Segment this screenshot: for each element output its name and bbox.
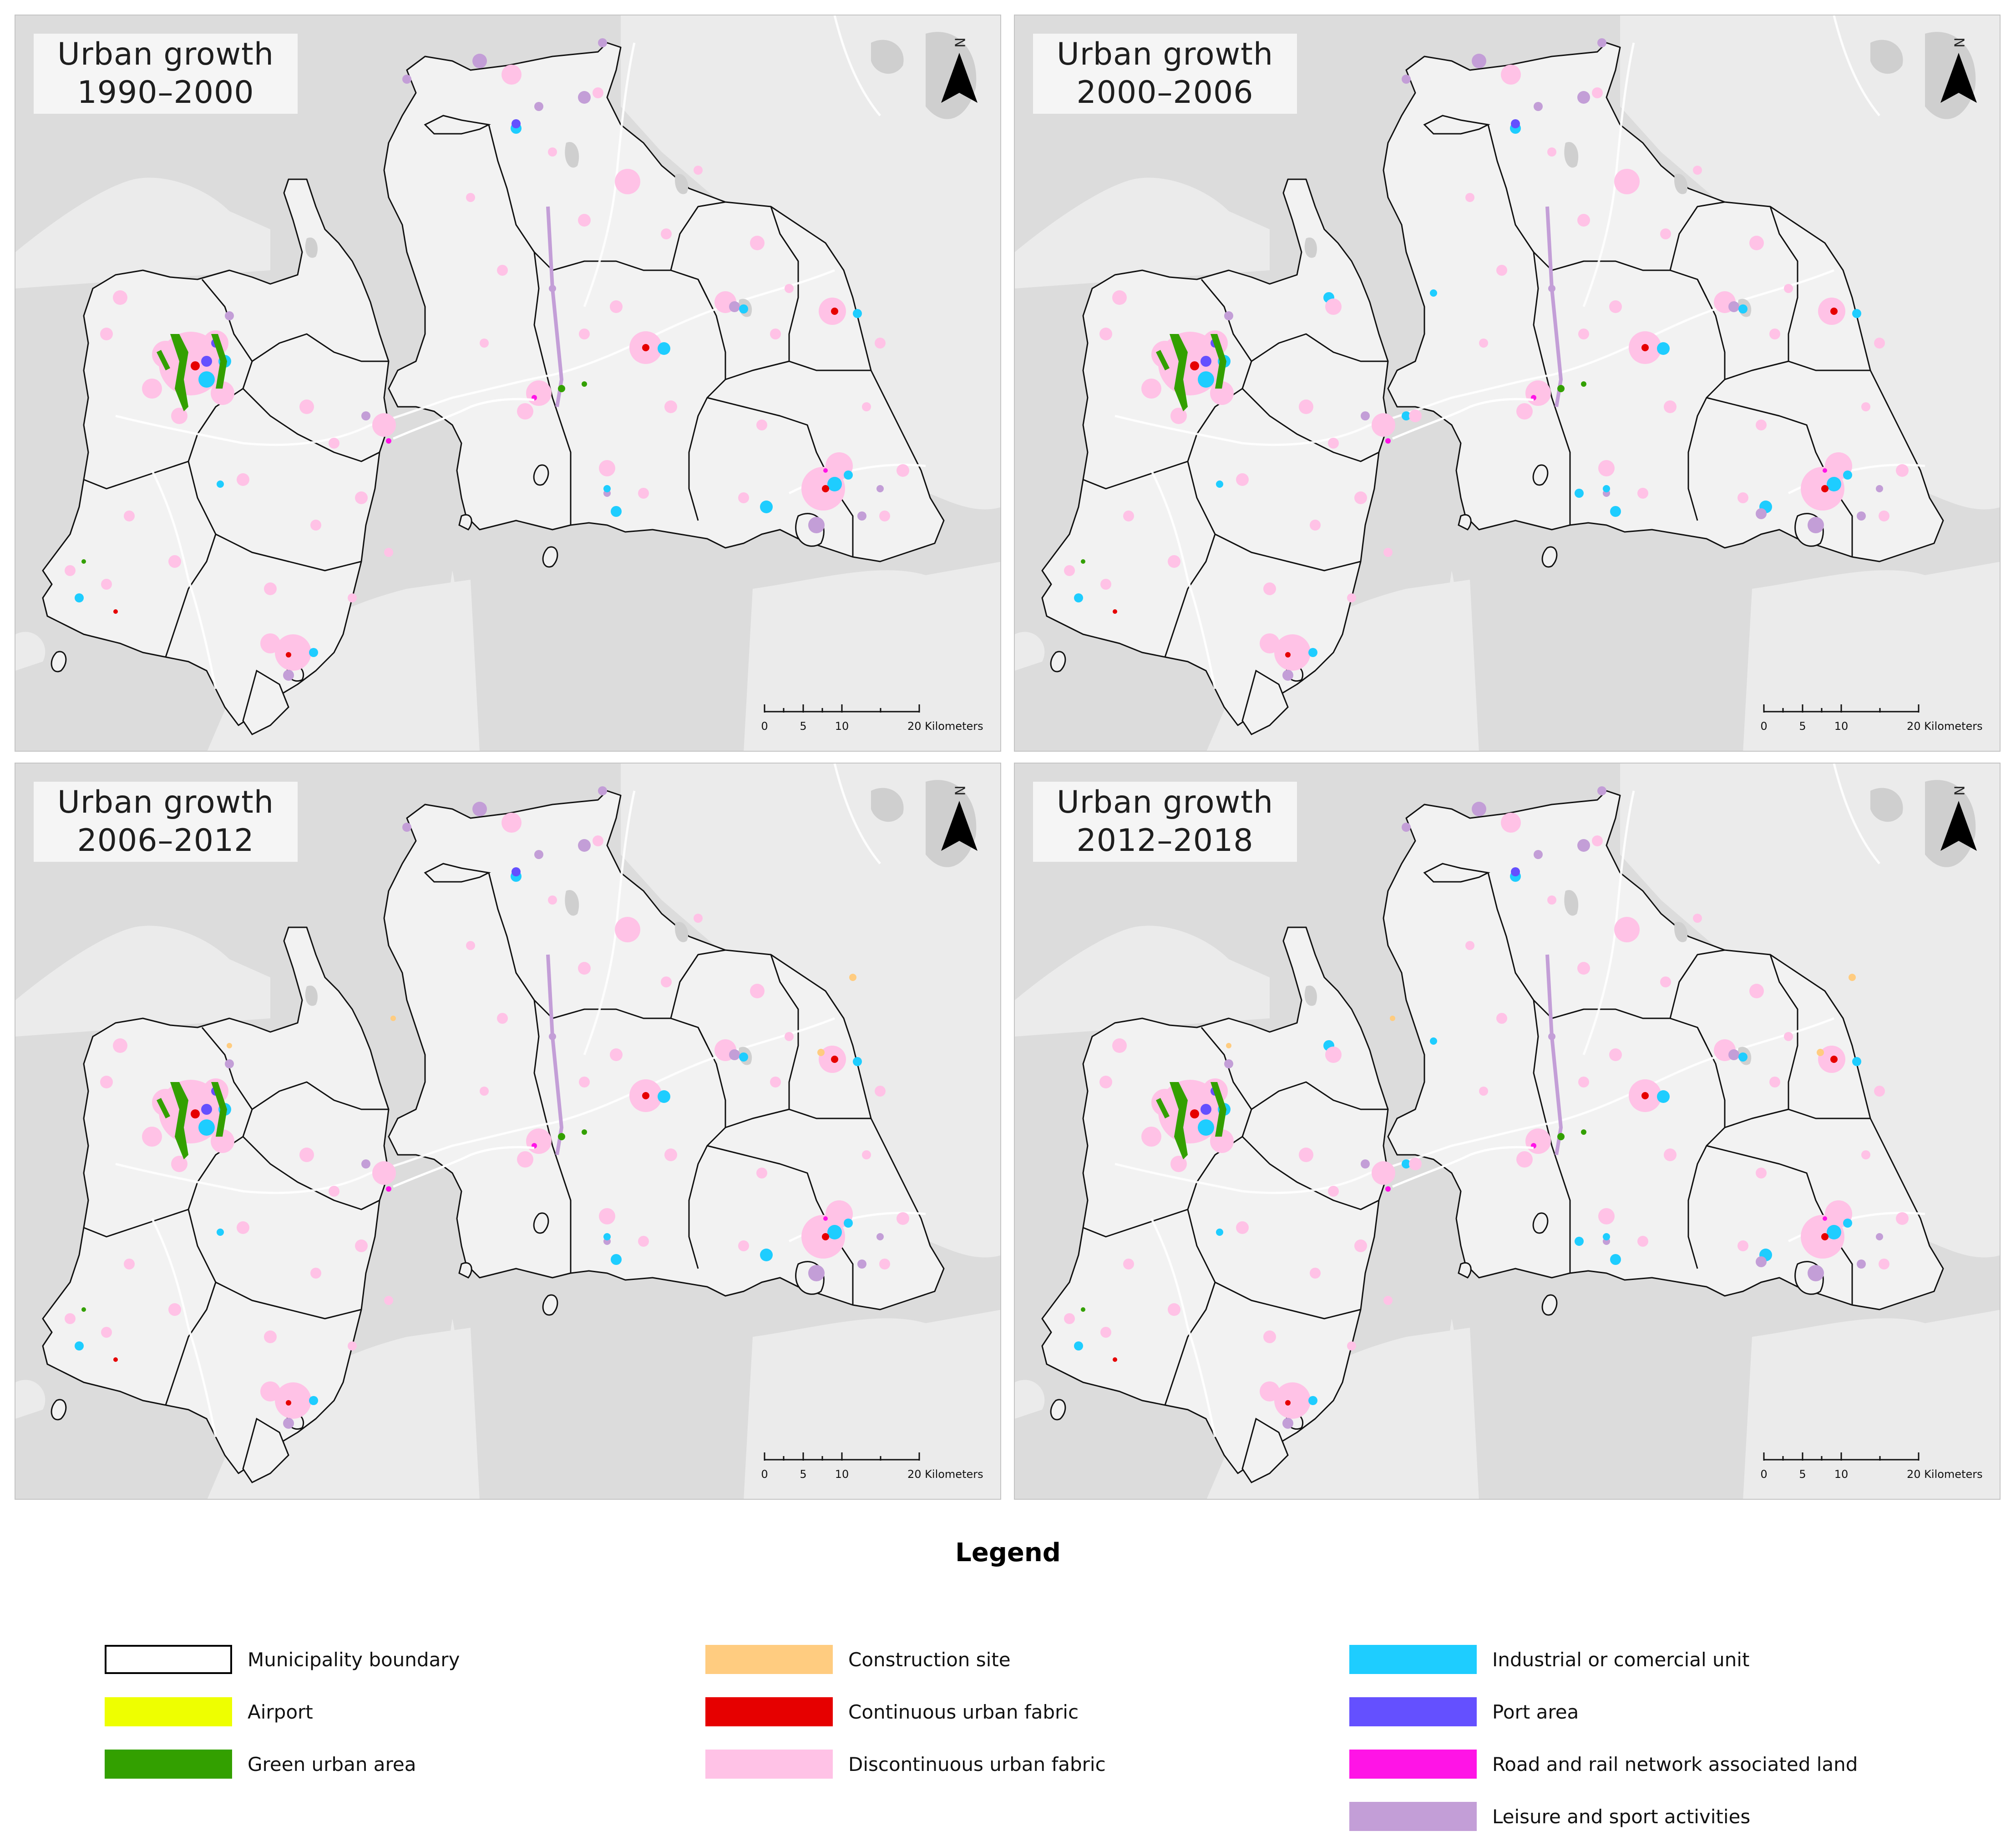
scale-label-20-km: 20 Kilometers — [1907, 1468, 1983, 1481]
map-title-period: 2006–2012 — [77, 823, 254, 859]
scale-bar: 0 5 10 20 Kilometers — [1760, 702, 1983, 743]
north-arrow-icon — [941, 801, 978, 851]
legend-swatch-road-rail — [1349, 1750, 1477, 1779]
map-title: Urban growth 2012–2018 — [1033, 782, 1297, 862]
scale-bar-graphic — [764, 704, 920, 713]
scale-label-5: 5 — [1799, 720, 1806, 733]
legend-label: Continuous urban fabric — [848, 1700, 1079, 1723]
scale-label-0: 0 — [1760, 720, 1768, 733]
legend-swatch-leisure — [1349, 1802, 1477, 1831]
legend-item-construction-site: Construction site — [705, 1644, 1011, 1675]
legend-swatch-continuous — [705, 1697, 833, 1726]
scale-label-10: 10 — [1834, 720, 1849, 733]
map-title-period: 2012–2018 — [1076, 823, 1254, 859]
legend-title: Legend — [955, 1538, 1061, 1568]
north-arrow: N — [1936, 783, 1981, 860]
scale-bar: 0 5 10 20 Kilometers — [761, 1450, 983, 1491]
scale-label-5: 5 — [800, 720, 807, 733]
legend-label: Municipality boundary — [248, 1648, 460, 1671]
map-canvas — [1015, 764, 2001, 1500]
map-title-line1: Urban growth — [1057, 784, 1273, 820]
north-arrow: N — [937, 35, 982, 112]
map-panel-2006-2012: Urban growth 2006–2012 N 0 5 10 20 Kilom… — [15, 763, 1001, 1500]
legend-label: Leisure and sport activities — [1492, 1805, 1751, 1828]
scale-label-10: 10 — [835, 1468, 849, 1481]
legend-label: Construction site — [848, 1648, 1011, 1671]
legend-item-industrial-commercial: Industrial or comercial unit — [1349, 1644, 1749, 1675]
legend-item-continuous-urban-fabric: Continuous urban fabric — [705, 1696, 1079, 1728]
legend-item-municipality-boundary: Municipality boundary — [105, 1644, 460, 1675]
scale-label-20-km: 20 Kilometers — [907, 1468, 983, 1481]
map-title-line1: Urban growth — [57, 36, 274, 72]
north-arrow-icon — [1940, 53, 1977, 103]
map-canvas — [1015, 15, 2001, 752]
legend-swatch-green-urban — [105, 1750, 232, 1779]
legend-swatch-boundary — [105, 1645, 232, 1674]
scale-label-10: 10 — [1834, 1468, 1849, 1481]
north-arrow-icon — [941, 53, 978, 103]
scale-bar-graphic — [1763, 704, 1920, 713]
legend-label: Airport — [248, 1700, 313, 1723]
scale-label-20-km: 20 Kilometers — [907, 720, 983, 733]
scale-bar: 0 5 10 20 Kilometers — [1760, 1450, 1983, 1491]
legend-item-road-rail: Road and rail network associated land — [1349, 1748, 1858, 1780]
legend-swatch-airport — [105, 1697, 232, 1726]
scale-label-5: 5 — [1799, 1468, 1806, 1481]
legend-swatch-discontinuous — [705, 1750, 833, 1779]
scale-label-0: 0 — [761, 720, 768, 733]
map-canvas — [15, 15, 1001, 752]
legend-item-leisure-sport: Leisure and sport activities — [1349, 1801, 1750, 1832]
scale-label-0: 0 — [761, 1468, 768, 1481]
scale-bar-graphic — [1763, 1452, 1920, 1461]
map-canvas — [15, 764, 1001, 1500]
legend-label: Green urban area — [248, 1753, 416, 1775]
legend-swatch-port — [1349, 1697, 1477, 1726]
north-arrow-icon — [1940, 801, 1977, 851]
scale-bar-graphic — [764, 1452, 920, 1461]
legend-label: Port area — [1492, 1700, 1579, 1723]
north-arrow: N — [937, 783, 982, 860]
map-title-period: 1990–2000 — [77, 75, 254, 111]
map-title-line1: Urban growth — [1057, 36, 1273, 72]
map-title: Urban growth 1990–2000 — [34, 34, 298, 114]
legend-item-green-urban-area: Green urban area — [105, 1748, 416, 1780]
scale-bar: 0 5 10 20 Kilometers — [761, 702, 983, 743]
scale-label-20-km: 20 Kilometers — [1907, 720, 1983, 733]
map-title: Urban growth 2006–2012 — [34, 782, 298, 862]
legend-swatch-construction — [705, 1645, 833, 1674]
legend-label: Road and rail network associated land — [1492, 1753, 1858, 1775]
legend-swatch-industrial — [1349, 1645, 1477, 1674]
scale-label-0: 0 — [1760, 1468, 1768, 1481]
legend-label: Discontinuous urban fabric — [848, 1753, 1106, 1775]
scale-label-10: 10 — [835, 720, 849, 733]
north-arrow: N — [1936, 35, 1981, 112]
legend-item-discontinuous-urban-fabric: Discontinuous urban fabric — [705, 1748, 1106, 1780]
scale-label-5: 5 — [800, 1468, 807, 1481]
map-title-line1: Urban growth — [57, 784, 274, 820]
map-panel-2012-2018: Urban growth 2012–2018 N 0 5 10 20 Kilom… — [1014, 763, 2001, 1500]
map-panel-1990-2000: Urban growth 1990–2000 N 0 5 10 20 Kilom… — [15, 15, 1001, 752]
legend-item-port-area: Port area — [1349, 1696, 1579, 1728]
map-title: Urban growth 2000–2006 — [1033, 34, 1297, 114]
map-panel-2000-2006: Urban growth 2000–2006 N 0 5 10 20 Kilom… — [1014, 15, 2001, 752]
legend-item-airport: Airport — [105, 1696, 313, 1728]
map-title-period: 2000–2006 — [1076, 75, 1254, 111]
legend-label: Industrial or comercial unit — [1492, 1648, 1750, 1671]
